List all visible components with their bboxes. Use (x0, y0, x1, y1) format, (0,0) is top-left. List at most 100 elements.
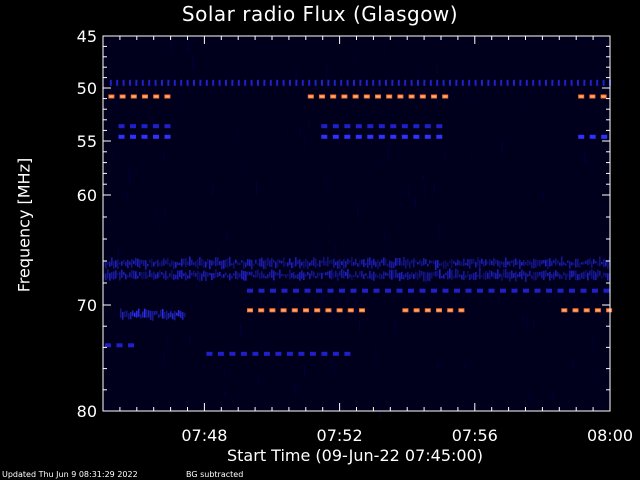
noise-band-mark (457, 269, 459, 278)
noise-band-mark (129, 261, 131, 265)
noise-band-mark (361, 270, 363, 278)
noise-band-mark (151, 258, 153, 268)
noise-band-mark (553, 259, 555, 264)
emission-dash (339, 288, 345, 293)
noise-band-mark (601, 275, 603, 279)
noise-band-mark (483, 261, 485, 267)
noise-band-mark (389, 260, 391, 268)
noise-band-mark (197, 270, 199, 281)
noise-band-mark (441, 262, 443, 267)
emission-peak (607, 309, 612, 312)
noise-band-mark (111, 272, 113, 279)
noise-band-mark (119, 262, 121, 265)
noise-band-mark (177, 270, 179, 280)
noise-band-mark (215, 269, 217, 278)
noise-band-mark (215, 257, 217, 267)
noise-band-mark (427, 263, 429, 267)
noise-streak (424, 184, 426, 199)
freq-tick-mark (244, 79, 247, 86)
noise-streak (474, 220, 476, 226)
noise-band-mark (595, 272, 597, 281)
emission-peak (315, 309, 320, 312)
freq-tick-mark (167, 79, 170, 86)
freq-tick-mark (282, 79, 285, 86)
emission-dash (332, 134, 339, 139)
emission-peak (281, 309, 286, 312)
emission-peak (292, 309, 297, 312)
noise-band-mark (301, 261, 303, 266)
emission-dash (534, 288, 541, 293)
noise-band-mark (201, 273, 203, 281)
noise-band-mark (565, 273, 567, 281)
freq-tick-mark (385, 79, 387, 86)
freq-tick-mark (442, 79, 445, 86)
emission-dash (206, 351, 213, 356)
noise-band-mark (269, 260, 271, 267)
x-axis: 07:48 07:52 07:56 08:00 (102, 36, 633, 445)
noise-streak (556, 249, 558, 253)
noise-band-mark (165, 271, 167, 281)
noise-band-mark (403, 274, 405, 280)
emission-dash (332, 124, 339, 129)
noise-band-mark (509, 261, 511, 267)
noise-band-mark (113, 271, 115, 280)
noise-band-mark (131, 269, 133, 278)
noise-band-mark (219, 261, 221, 266)
freq-tick-mark (500, 79, 503, 86)
noise-streak (370, 194, 372, 198)
noise-band-mark (527, 259, 529, 266)
noise-band-mark (313, 257, 315, 266)
noise-band-mark (211, 273, 213, 281)
freq-tick-mark (519, 79, 522, 86)
freq-tick-mark (333, 79, 336, 86)
noise-streak (218, 390, 220, 398)
noise-band-mark (529, 260, 531, 265)
noise-band-mark (245, 271, 247, 281)
noise-streak (170, 40, 172, 54)
noise-streak (408, 186, 410, 200)
emission-dash (396, 288, 403, 293)
noise-band-mark (575, 258, 577, 268)
noise-band-mark (397, 258, 399, 266)
emission-dash (431, 288, 437, 293)
noise-streak (593, 371, 595, 377)
noise-band-mark (127, 259, 129, 269)
noise-band-mark (373, 259, 375, 266)
noise-streak (345, 191, 347, 194)
noise-streak (331, 360, 333, 369)
noise-band-mark (157, 272, 159, 279)
noise-band-mark (535, 272, 537, 281)
noise-band-mark (411, 272, 413, 278)
noise-band-mark (485, 259, 487, 266)
noise-streak (526, 316, 528, 328)
noise-band-mark (147, 274, 149, 279)
emission-dash (118, 124, 125, 129)
noise-band-mark (555, 258, 557, 266)
noise-streak (355, 299, 357, 313)
noise-band-mark (465, 275, 467, 278)
noise-band-mark (585, 270, 587, 278)
emission-dash (465, 288, 472, 293)
noise-band-mark (547, 273, 549, 276)
emission-peak (403, 309, 408, 312)
noise-band-mark (335, 261, 337, 266)
noise-band-mark (455, 268, 457, 279)
noise-band-mark (483, 273, 485, 280)
noise-band-mark (387, 263, 389, 267)
noise-band-mark (327, 271, 329, 276)
noise-band-mark (229, 273, 231, 281)
noise-band-mark (415, 271, 417, 279)
noise-streak (295, 69, 297, 80)
noise-band-mark (367, 276, 369, 279)
noise-band-mark (385, 258, 387, 266)
noise-band-mark (425, 272, 427, 283)
emission-dash (355, 134, 362, 139)
freq-tick-mark (289, 79, 291, 86)
noise-streak (243, 168, 244, 175)
noise-band-mark (377, 275, 379, 278)
noise-band-mark (303, 272, 305, 281)
noise-band-mark (249, 271, 251, 276)
noise-band-mark (379, 261, 381, 267)
freq-tick-mark (218, 79, 221, 86)
